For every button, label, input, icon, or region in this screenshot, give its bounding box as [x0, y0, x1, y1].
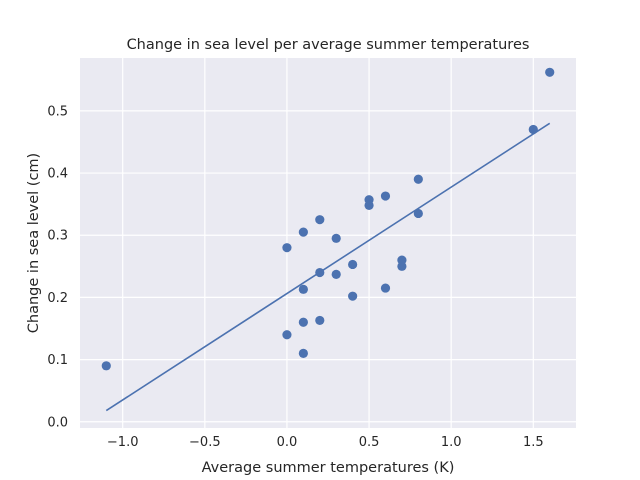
data-point	[413, 174, 423, 184]
data-point	[380, 191, 391, 201]
regression-line	[105, 122, 551, 412]
regression-line-group	[105, 122, 551, 412]
y-tick-label: 0.3	[47, 229, 68, 244]
data-point	[298, 348, 308, 358]
data-point	[101, 361, 111, 371]
x-tick-label: −0.5	[189, 435, 221, 450]
data-point	[397, 261, 407, 271]
x-tick-label: 0.5	[359, 435, 380, 450]
x-tick-label: 1.0	[441, 435, 462, 450]
data-point	[315, 215, 325, 225]
data-point	[282, 243, 292, 253]
y-tick-label: 0.5	[47, 104, 68, 119]
y-tick-label: 0.0	[47, 415, 68, 430]
data-point	[348, 291, 358, 301]
tick-labels: −1.0 −0.5 0.0 0.5 1.0 1.5 0.0 0.1 0.2 0.3 0.4 0.5	[47, 104, 543, 450]
data-point	[545, 67, 555, 77]
x-axis-label: Average summer temperatures (K)	[202, 460, 455, 476]
data-point	[348, 259, 358, 270]
grid	[80, 58, 576, 428]
data-point	[380, 283, 391, 293]
data-point	[331, 233, 341, 243]
x-tick-label: −1.0	[107, 435, 139, 450]
chart-title: Change in sea level per average summer t…	[127, 37, 530, 53]
data-point	[364, 200, 374, 210]
data-point	[528, 124, 538, 135]
data-points	[101, 67, 555, 371]
data-point	[315, 315, 325, 326]
y-tick-label: 0.1	[47, 353, 68, 368]
data-point	[298, 284, 308, 294]
y-tick-label: 0.4	[47, 167, 68, 182]
data-point	[315, 267, 325, 278]
y-axis-label: Change in sea level (cm)	[26, 153, 42, 333]
data-point	[298, 317, 308, 327]
data-point	[298, 227, 308, 237]
y-tick-label: 0.2	[47, 291, 68, 306]
data-point	[282, 330, 292, 340]
data-point	[413, 208, 423, 219]
x-tick-label: 0.0	[277, 435, 298, 450]
data-point	[331, 269, 341, 280]
plot-area	[80, 58, 576, 428]
x-tick-label: 1.5	[523, 435, 544, 450]
